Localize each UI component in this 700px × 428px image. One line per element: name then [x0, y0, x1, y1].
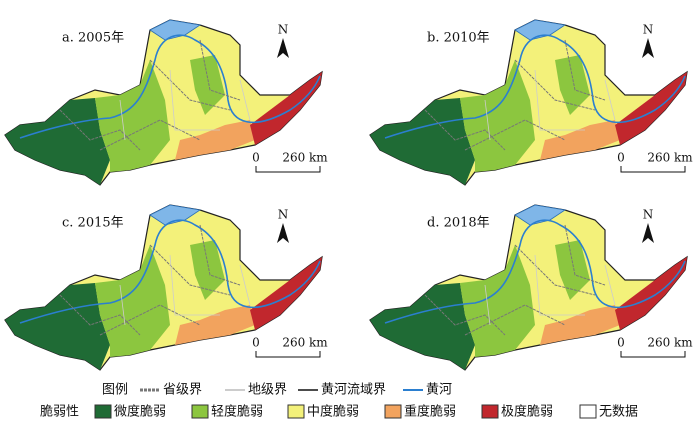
legend-label: 中度脆弱	[307, 404, 359, 420]
legend-label: 黄河	[426, 383, 452, 398]
legend-swatch	[94, 404, 112, 419]
scale-bar	[620, 166, 686, 173]
map-panel: d. 2018年 N 0 260 km	[369, 204, 693, 371]
scale-end: 260 km	[282, 151, 328, 165]
basin-map	[4, 19, 323, 186]
scale-start: 0	[252, 336, 260, 350]
panel-label: b. 2010年	[427, 31, 490, 46]
north-label: N	[278, 208, 289, 222]
legend-title: 脆弱性	[40, 404, 79, 420]
legend-title: 图例	[102, 383, 128, 398]
scale-start: 0	[252, 151, 260, 165]
north-arrow	[642, 223, 654, 243]
basin-map	[4, 204, 323, 371]
legend-label: 省级界	[163, 383, 202, 398]
scale-bar	[255, 166, 321, 173]
legend-label: 重度脆弱	[404, 404, 456, 420]
legend-swatch	[481, 404, 499, 419]
legend-label: 无数据	[599, 405, 638, 420]
scale-start: 0	[617, 336, 625, 350]
north-arrow	[277, 223, 289, 243]
north-arrow	[642, 38, 654, 58]
map-panel: a. 2005年 N 0 260 km	[4, 19, 328, 186]
map-panel: c. 2015年 N 0 260 km	[4, 204, 328, 371]
scale-bar	[620, 351, 686, 358]
scale-end: 260 km	[282, 336, 328, 350]
panel-label: d. 2018年	[427, 216, 490, 231]
north-label: N	[643, 23, 654, 37]
legend-label: 黄河流域界	[321, 383, 386, 398]
panel-label: c. 2015年	[62, 216, 124, 231]
north-label: N	[643, 208, 654, 222]
north-label: N	[278, 23, 289, 37]
north-arrow	[277, 38, 289, 58]
legend-label: 微度脆弱	[114, 404, 166, 420]
scale-bar	[255, 351, 321, 358]
scale-start: 0	[617, 151, 625, 165]
legend-swatch	[579, 404, 597, 419]
map-panel: b. 2010年 N 0 260 km	[369, 19, 693, 186]
scale-end: 260 km	[647, 336, 693, 350]
legend-label: 极度脆弱	[501, 404, 553, 420]
legend-label: 轻度脆弱	[211, 404, 263, 420]
legend-swatch	[384, 404, 402, 419]
scale-end: 260 km	[647, 151, 693, 165]
legend-swatch	[191, 404, 209, 419]
legend: 图例 省级界 地级界 黄河流域界 黄河 脆弱性 微度脆弱 轻度脆弱 中度脆弱 重…	[40, 383, 638, 420]
basin-map	[369, 19, 688, 186]
legend-label: 地级界	[248, 383, 287, 398]
basin-map	[369, 204, 688, 371]
panel-label: a. 2005年	[62, 31, 124, 46]
legend-swatch	[287, 404, 305, 419]
